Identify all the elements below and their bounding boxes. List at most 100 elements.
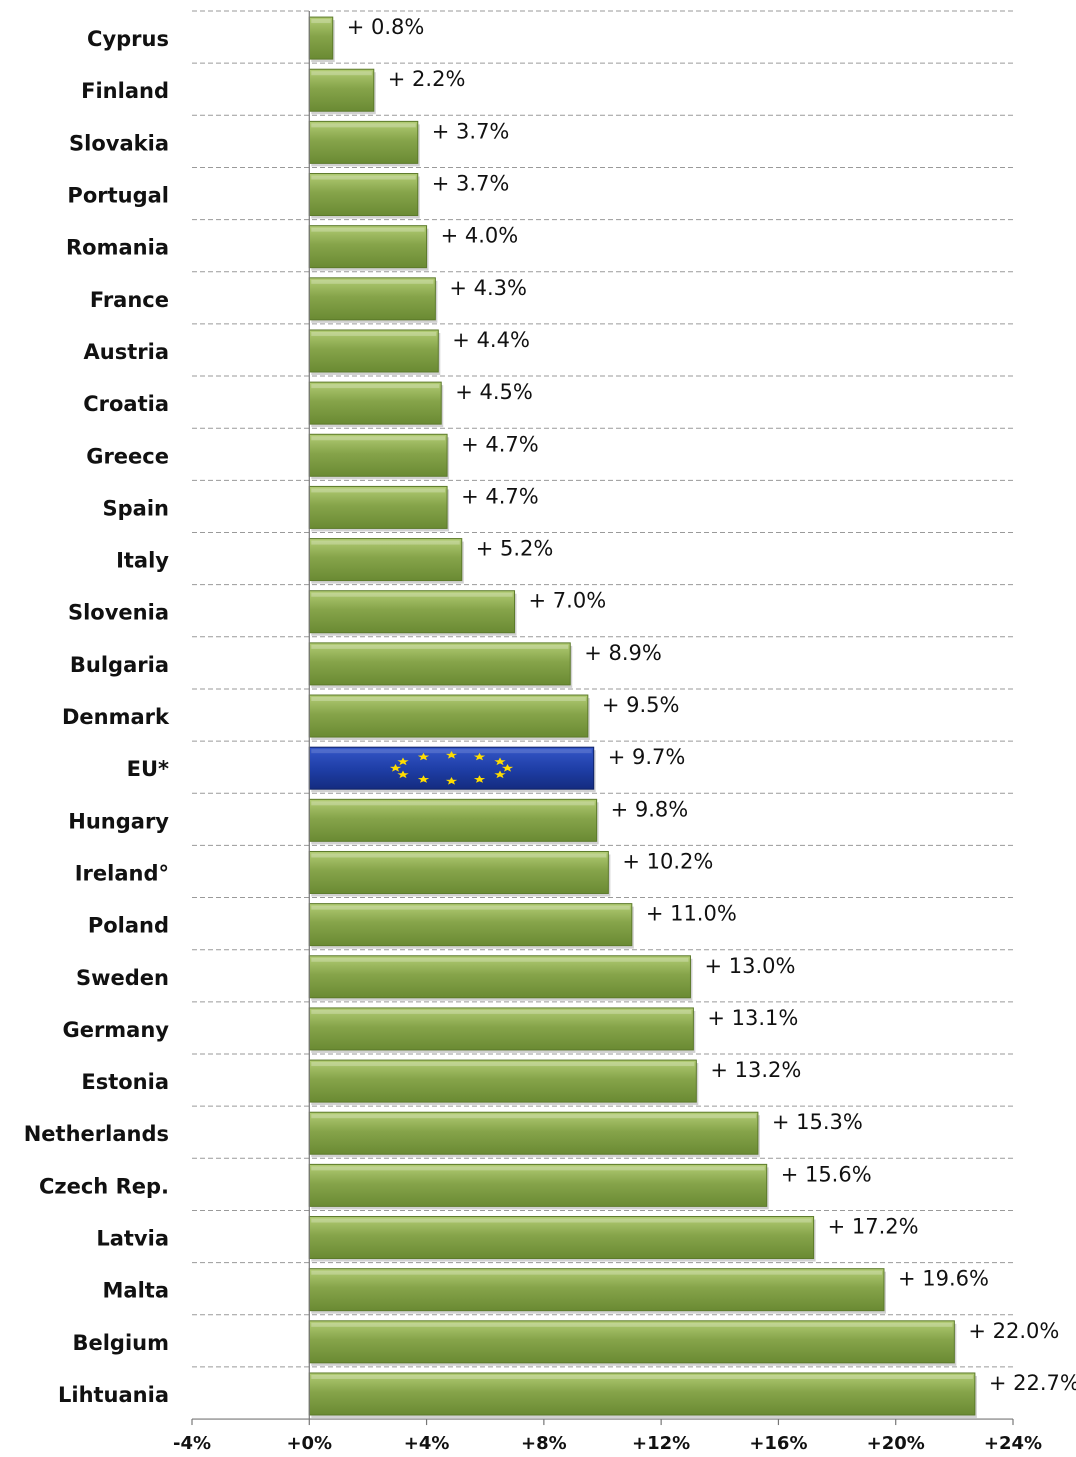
value-label: + 4.7%: [461, 484, 539, 508]
bar-bevel: [311, 540, 460, 545]
category-label: Malta: [103, 1279, 169, 1303]
bar: [308, 538, 464, 584]
category-label: Hungary: [68, 809, 169, 833]
bar-rect: [308, 1268, 885, 1312]
bar-bevel: [311, 331, 437, 336]
bar: [308, 903, 634, 949]
bar-bevel: [311, 853, 607, 858]
bar-rect: [308, 433, 448, 477]
bar-rect: [308, 903, 633, 947]
category-label: Bulgaria: [70, 653, 169, 677]
bar: [308, 16, 335, 63]
star-icon: [473, 752, 486, 761]
bar: [308, 850, 611, 897]
bar-bevel: [311, 905, 630, 910]
category-label: Portugal: [67, 184, 169, 208]
bar-rect: [308, 1163, 768, 1207]
bar-bevel: [311, 488, 446, 493]
category-label: Finland: [81, 79, 169, 103]
bar-bevel: [311, 957, 689, 962]
bar-bevel: [311, 1062, 695, 1067]
bar: [308, 798, 599, 845]
bar-rect: [308, 538, 463, 582]
x-tick-label: -4%: [173, 1433, 211, 1454]
value-label: + 4.5%: [455, 380, 533, 404]
x-axis: -4% +0% +4% +8% +12% +16% +20% +24%: [173, 11, 1042, 1454]
category-label: Poland: [88, 914, 169, 938]
x-tick-label: +24%: [984, 1433, 1042, 1454]
bar-rect: [308, 1059, 697, 1103]
category-label: Romania: [66, 236, 169, 260]
bar-bevel: [311, 279, 434, 284]
value-label: + 9.8%: [611, 797, 689, 821]
value-label: + 4.3%: [449, 276, 527, 300]
bar-rect: [308, 225, 428, 269]
star-icon: [494, 770, 506, 779]
bar-bevel: [311, 436, 446, 441]
category-label: Slovenia: [68, 601, 169, 625]
value-label: + 7.0%: [529, 589, 607, 613]
value-label: + 4.7%: [461, 432, 539, 456]
bar-rect: [308, 1111, 759, 1155]
bar-bevel: [311, 697, 586, 702]
category-label: Denmark: [62, 705, 170, 729]
category-label: Spain: [103, 496, 169, 520]
value-label: + 9.5%: [602, 693, 680, 717]
bar: [308, 955, 693, 1001]
value-label: + 15.3%: [772, 1110, 863, 1134]
star-icon: [445, 777, 458, 785]
category-label: Italy: [116, 549, 169, 573]
bar-bevel: [311, 644, 569, 649]
star-icon: [445, 751, 458, 759]
value-label: + 0.8%: [347, 15, 425, 39]
x-tick-label: +16%: [749, 1433, 807, 1454]
value-label: + 22.0%: [968, 1319, 1059, 1343]
bar-rect: [308, 694, 589, 738]
star-icon: [417, 775, 430, 783]
value-labels: + 0.8% + 2.2% + 3.7% + 3.7% + 4.0% + 4.3% + 4.…: [347, 15, 1076, 1395]
value-label: + 11.0%: [646, 902, 737, 926]
bar-rect: [308, 955, 691, 999]
category-label: Croatia: [83, 392, 169, 416]
bar-bevel: [311, 1322, 953, 1327]
bar: [308, 433, 450, 480]
category-labels: Cyprus Finland Slovakia Portugal Romania Fran…: [24, 27, 170, 1407]
value-label: + 5.2%: [476, 537, 554, 561]
bar-rect: [308, 1320, 955, 1364]
bar-rect: [308, 381, 442, 425]
star-icon: [501, 764, 514, 772]
bar-bevel: [311, 1374, 973, 1379]
bar-bevel: [311, 1009, 692, 1014]
value-label: + 4.0%: [441, 224, 519, 248]
category-label: Netherlands: [24, 1122, 169, 1146]
x-tick-label: +4%: [404, 1433, 450, 1454]
value-label: + 13.1%: [707, 1006, 798, 1030]
value-label: + 19.6%: [898, 1267, 989, 1291]
bar-rect: [308, 1372, 976, 1416]
bar-rect: [308, 120, 419, 164]
bar-rect: [308, 1216, 815, 1260]
star-icon: [389, 764, 402, 772]
bar: [308, 1320, 957, 1366]
value-label: + 10.2%: [622, 849, 713, 873]
category-label: Lihtuania: [58, 1383, 169, 1407]
bar-bevel: [311, 1166, 765, 1171]
bar-rect: [308, 329, 439, 373]
bar-rect: [308, 277, 436, 321]
x-tick-label: +0%: [286, 1433, 332, 1454]
bar-bevel: [311, 1114, 756, 1119]
bar-bevel: [311, 1270, 882, 1275]
category-label: Belgium: [72, 1331, 169, 1355]
bar-bevel: [311, 384, 440, 389]
category-label: Sweden: [76, 966, 169, 990]
category-label: EU*: [127, 757, 169, 781]
bar-rect: [308, 16, 334, 60]
bar-rect: [308, 642, 571, 686]
gridlines: [192, 10, 1013, 1368]
bar: [308, 1163, 769, 1210]
bar: [308, 1268, 886, 1314]
bar: [308, 225, 429, 271]
bar-bevel: [311, 19, 331, 24]
bar-bevel: [311, 801, 595, 806]
